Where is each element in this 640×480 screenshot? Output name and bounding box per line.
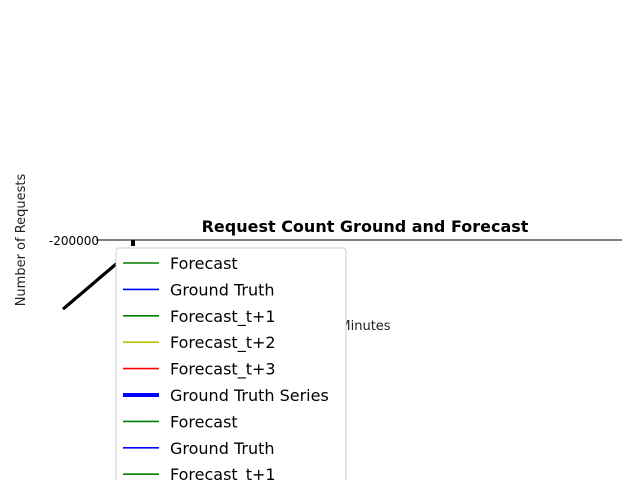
y-axis-label: Number of Requests [14, 173, 29, 306]
chart-title: Request Count Ground and Forecast [202, 217, 529, 236]
legend-entry-label: Forecast [170, 254, 238, 273]
x-axis-label: Minutes [339, 319, 390, 334]
legend-entry-label: Forecast_t+1 [170, 307, 276, 327]
legend-entry-label: Ground Truth Series [170, 386, 329, 405]
axis-stub [131, 240, 135, 246]
legend-entry-label: Forecast_t+2 [170, 333, 276, 353]
legend-box [115, 247, 347, 480]
legend-entry-label: Forecast_t+1 [170, 465, 276, 480]
y-tick-label: -200000 [49, 234, 99, 248]
legend-entry-label: Ground Truth [170, 280, 275, 299]
legend-entry-label: Forecast [170, 412, 238, 431]
x-tick-label-clutter [61, 256, 125, 311]
legend-entry-label: Ground Truth [170, 439, 275, 458]
legend: Forecast Ground Truth Forecast_t+1 Forecast… [115, 247, 347, 480]
legend-entry-label: Forecast_t+3 [170, 360, 276, 380]
